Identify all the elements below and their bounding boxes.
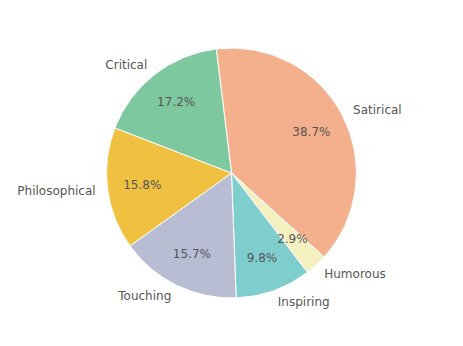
- category-label: Critical: [105, 58, 147, 72]
- data-label: 38.7%: [292, 125, 330, 139]
- data-label: 17.2%: [157, 95, 195, 109]
- data-label: 2.9%: [277, 232, 308, 246]
- data-labels: 38.7% 2.9% 9.8% 15.7% 15.8% 17.2%: [123, 95, 330, 265]
- category-label: Touching: [117, 289, 171, 303]
- data-label: 9.8%: [247, 251, 278, 265]
- data-label: 15.7%: [173, 247, 211, 261]
- pie: 38.7% 2.9% 9.8% 15.7% 15.8% 17.2% Satirical Hum…: [17, 48, 401, 309]
- chart: 38.7% 2.9% 9.8% 15.7% 15.8% 17.2% Satirical Hum…: [0, 0, 463, 346]
- slice: [232, 173, 308, 298]
- category-label: Humorous: [324, 267, 386, 281]
- category-label: Satirical: [353, 103, 402, 117]
- category-labels: Satirical Humorous Inspiring Touching Philos…: [17, 58, 401, 309]
- category-label: Philosophical: [17, 184, 95, 198]
- category-label: Inspiring: [278, 295, 330, 309]
- data-label: 15.8%: [123, 178, 161, 192]
- slices: [107, 48, 357, 298]
